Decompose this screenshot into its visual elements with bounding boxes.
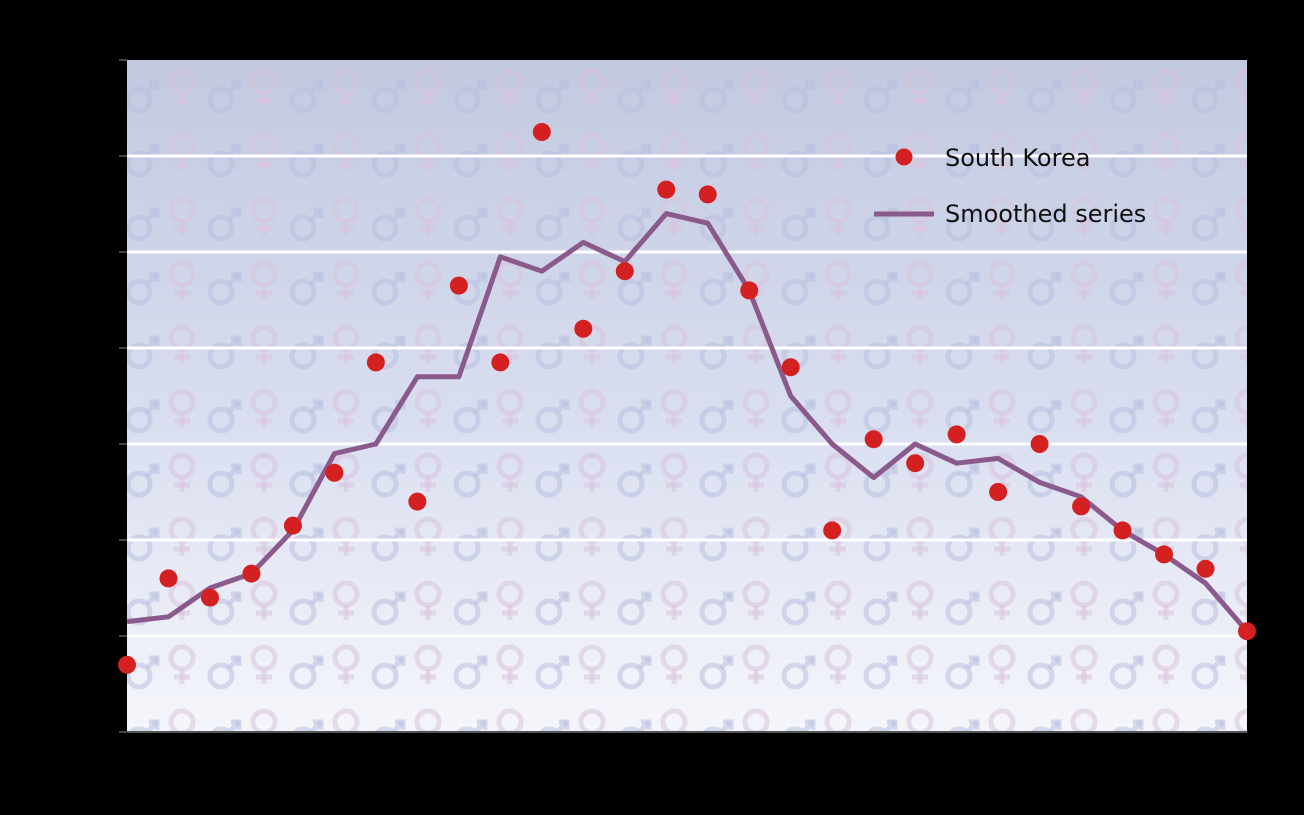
data-point-south-korea [532,123,551,141]
data-point-south-korea [1072,497,1091,516]
data-point-south-korea [449,276,468,295]
data-point-south-korea [864,430,883,449]
data-point-south-korea [615,262,634,281]
data-point-south-korea [906,454,925,473]
data-point-south-korea [1196,559,1215,578]
data-point-south-korea [118,655,136,674]
data-point-south-korea [740,281,759,300]
data-point-south-korea [283,516,302,535]
data-point-south-korea [1238,622,1256,641]
legend-label-south-korea: South Korea [945,144,1090,172]
data-point-south-korea [408,492,427,511]
legend-label-smoothed-series: Smoothed series [945,200,1146,228]
data-point-south-korea [781,358,800,377]
data-point-south-korea [242,564,261,583]
data-point-south-korea [1030,435,1049,453]
data-point-south-korea [989,483,1008,501]
series-line-smoothed [126,211,1249,633]
data-point-south-korea [200,588,219,607]
gridlines [127,154,1247,638]
data-point-south-korea [159,569,178,588]
data-point-south-korea [1155,545,1174,564]
data-point-south-korea [657,180,676,199]
data-point-south-korea [325,463,344,482]
plot-pattern [127,60,1247,732]
legend-marker-south-korea [895,148,913,166]
data-point-south-korea [823,521,842,540]
series [118,123,1256,674]
data-point-south-korea [698,185,717,204]
y-axis-ticks [119,59,127,733]
data-point-south-korea [1113,521,1132,540]
data-point-south-korea [366,353,385,372]
data-point-south-korea [491,353,510,372]
legend: South Korea Smoothed series [874,144,1146,228]
data-point-south-korea [574,319,593,338]
data-point-south-korea [947,425,966,444]
